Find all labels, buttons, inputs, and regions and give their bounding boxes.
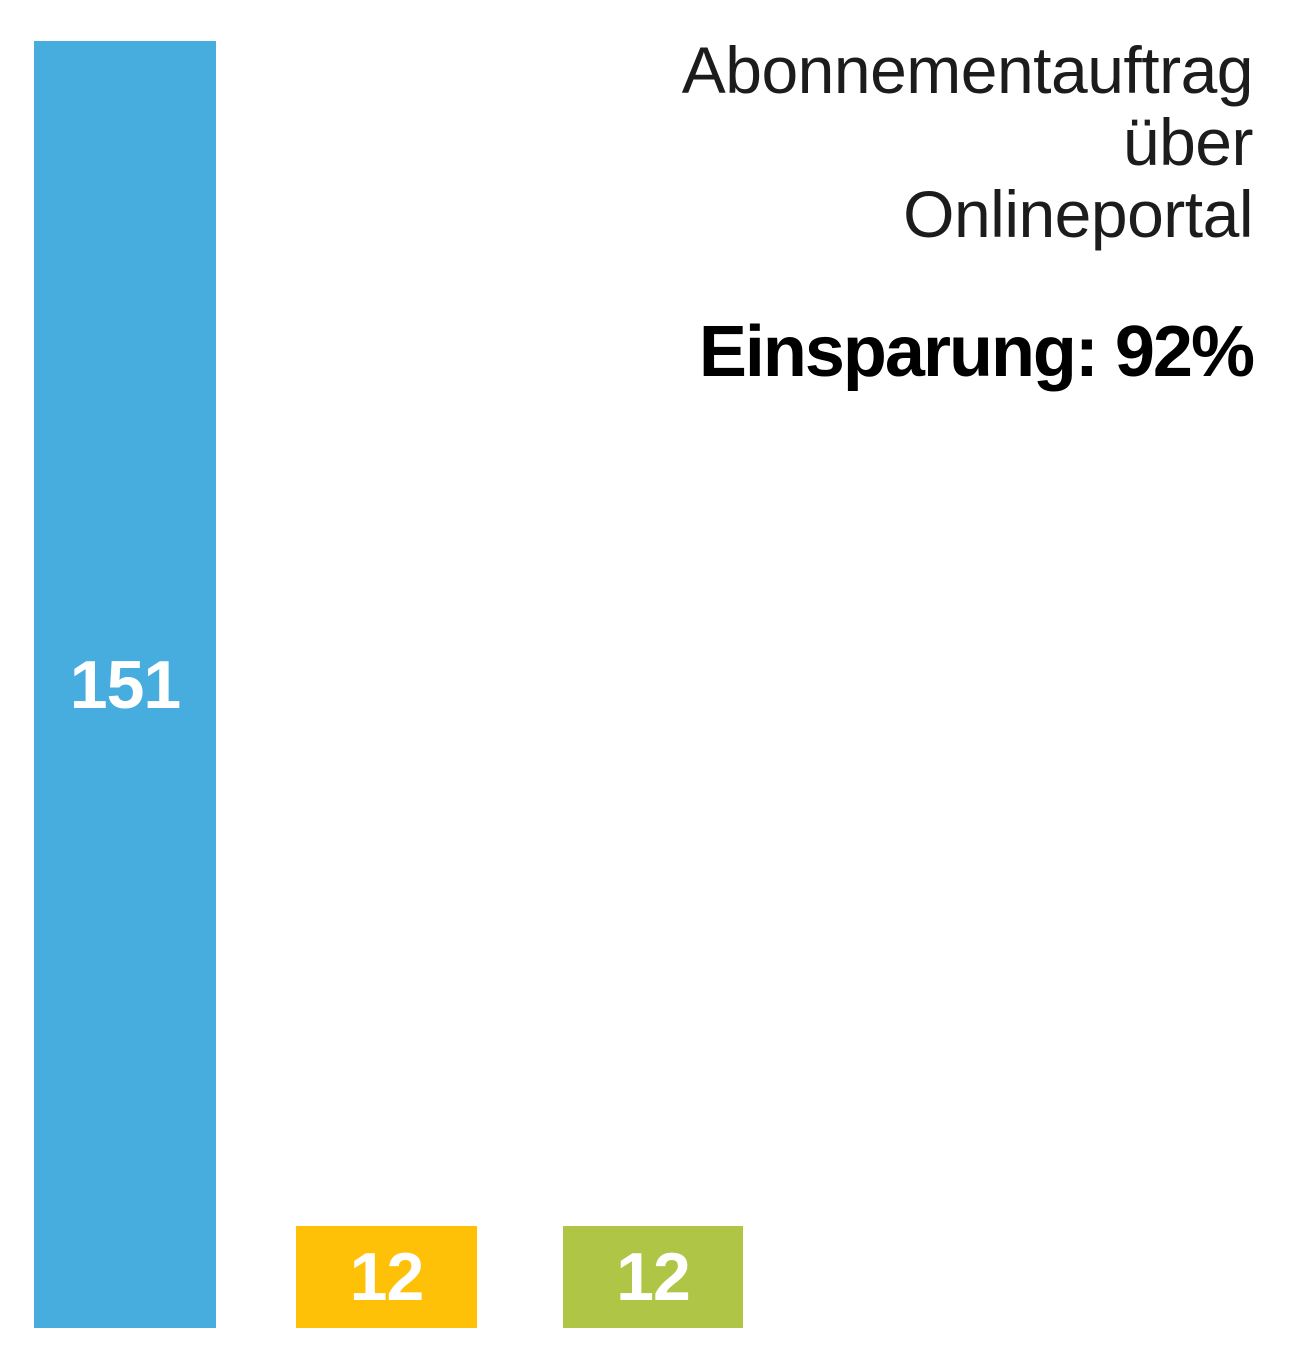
bar-series-2: 12 <box>296 1226 477 1328</box>
bar-value-label-3: 12 <box>616 1239 691 1315</box>
chart-title: Abonnementauftrag über Onlineportal <box>681 33 1254 251</box>
bar-value-label-1: 151 <box>69 646 181 723</box>
bar-series-1: 151 <box>34 41 216 1328</box>
savings-annotation: Einsparung: 92% <box>698 312 1255 392</box>
bar-value-label-2: 12 <box>349 1239 425 1315</box>
bar-series-3: 12 <box>563 1226 743 1328</box>
